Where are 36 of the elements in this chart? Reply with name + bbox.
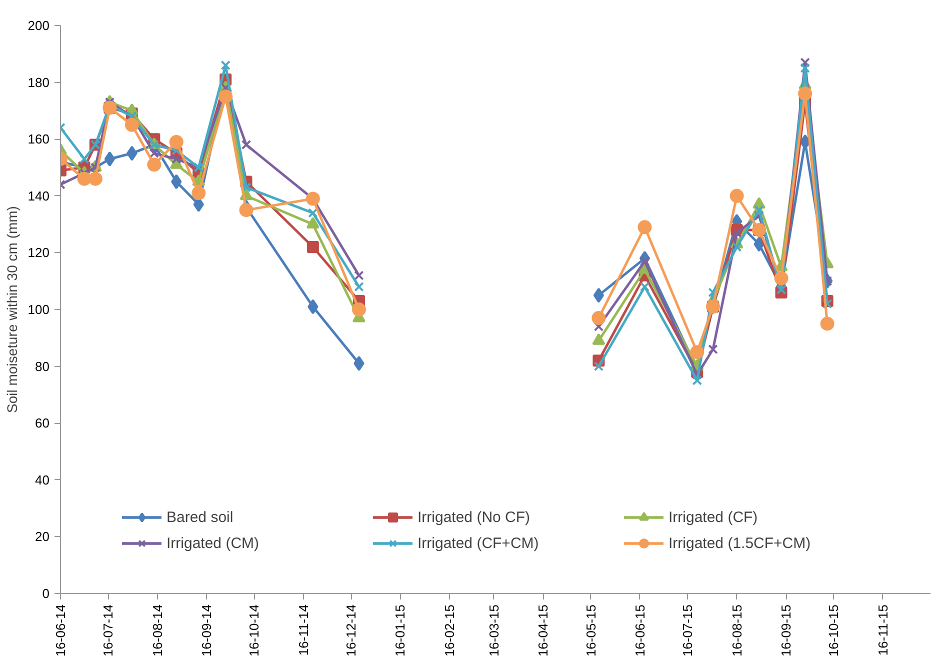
y-tick-label: 20 <box>35 529 50 544</box>
x-tick-label: 16-06-15 <box>632 604 648 657</box>
x-tick-label: 16-08-14 <box>150 604 165 657</box>
x-tick-label: 16-09-15 <box>778 604 794 657</box>
y-tick-label: 60 <box>35 416 50 431</box>
x-tick-label: 16-02-15 <box>442 604 457 657</box>
legend-label: Irrigated (CF) <box>668 508 759 526</box>
y-tick-label: 200 <box>28 18 50 33</box>
y-tick-label: 180 <box>28 74 50 90</box>
x-tick-label: 16-04-15 <box>536 604 551 657</box>
y-tick-label: 80 <box>35 358 50 374</box>
y-tick-label: 100 <box>28 302 50 317</box>
x-tick-label: 16-08-15 <box>729 604 744 657</box>
x-tick-label: 16-01-15 <box>392 604 408 657</box>
y-tick-label: 0 <box>42 586 50 601</box>
y-tick-label: 140 <box>28 188 50 204</box>
x-tick-label: 16-10-15 <box>826 604 842 657</box>
x-tick-label: 16-07-15 <box>680 604 696 657</box>
legend-label: Irrigated (1.5CF+CM) <box>668 534 812 552</box>
legend-label: Irrigated (No CF) <box>418 508 532 526</box>
x-tick-label: 16-11-14 <box>296 604 311 656</box>
x-tick-label: 16-11-15 <box>875 604 890 656</box>
y-tick-label: 160 <box>28 132 50 147</box>
x-tick-label: 16-10-14 <box>246 604 262 657</box>
legend-label: Irrigated (CM) <box>166 534 260 552</box>
x-tick-label: 16-06-14 <box>53 604 68 657</box>
x-tick-label: 16-09-14 <box>199 604 214 657</box>
legend-label: Irrigated (CF+CM) <box>418 534 540 552</box>
legend-label: Bared soil <box>166 508 234 526</box>
x-tick-label: 16-05-15 <box>583 604 598 657</box>
x-tick-label: 16-12-14 <box>344 604 359 657</box>
x-tick-label: 16-03-15 <box>486 604 502 657</box>
x-tick-label: 16-07-14 <box>100 604 116 657</box>
y-tick-label: 40 <box>35 472 50 488</box>
y-tick-label: 120 <box>28 245 50 260</box>
y-axis-title: Soil moiseture within 30 cm (mm) <box>4 206 20 413</box>
